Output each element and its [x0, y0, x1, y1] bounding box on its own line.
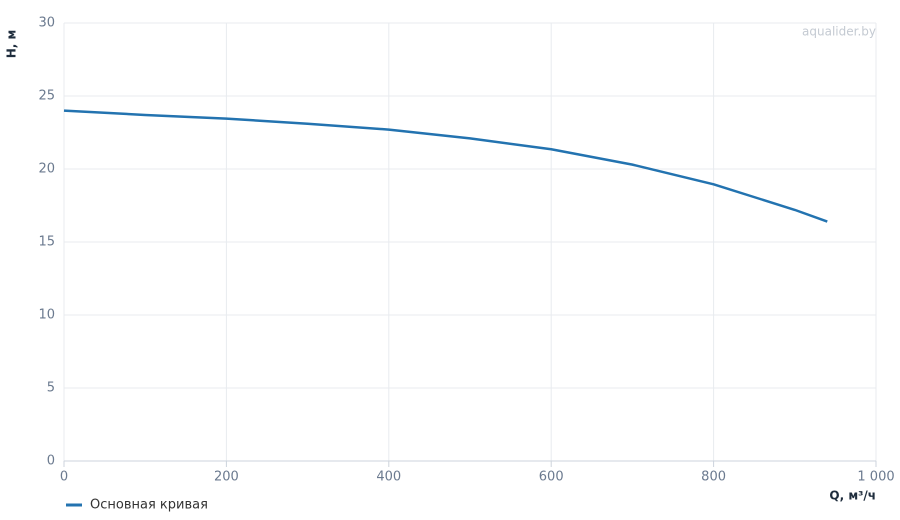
legend-label: Основная кривая: [90, 498, 208, 513]
x-tick-label: 400: [376, 470, 401, 485]
watermark: aqualider.by: [802, 25, 876, 39]
x-axis-title: Q, м³/ч: [829, 489, 876, 503]
y-tick-label: 25: [38, 89, 55, 104]
y-tick-label: 10: [38, 308, 55, 323]
line-series: [63, 109, 828, 223]
x-tick-label: 200: [214, 470, 239, 485]
x-tick-label: 1 000: [857, 470, 894, 485]
x-tick-label: 600: [539, 470, 564, 485]
y-tick-label: 5: [47, 381, 55, 396]
x-tick-label: 0: [60, 470, 68, 485]
y-tick-label: 20: [38, 162, 55, 177]
y-axis-title: H, м: [5, 30, 19, 59]
y-tick-label: 0: [47, 454, 55, 469]
y-tick-label: 15: [38, 235, 55, 250]
x-tick-label: 800: [701, 470, 726, 485]
y-tick-label: 30: [38, 16, 55, 31]
